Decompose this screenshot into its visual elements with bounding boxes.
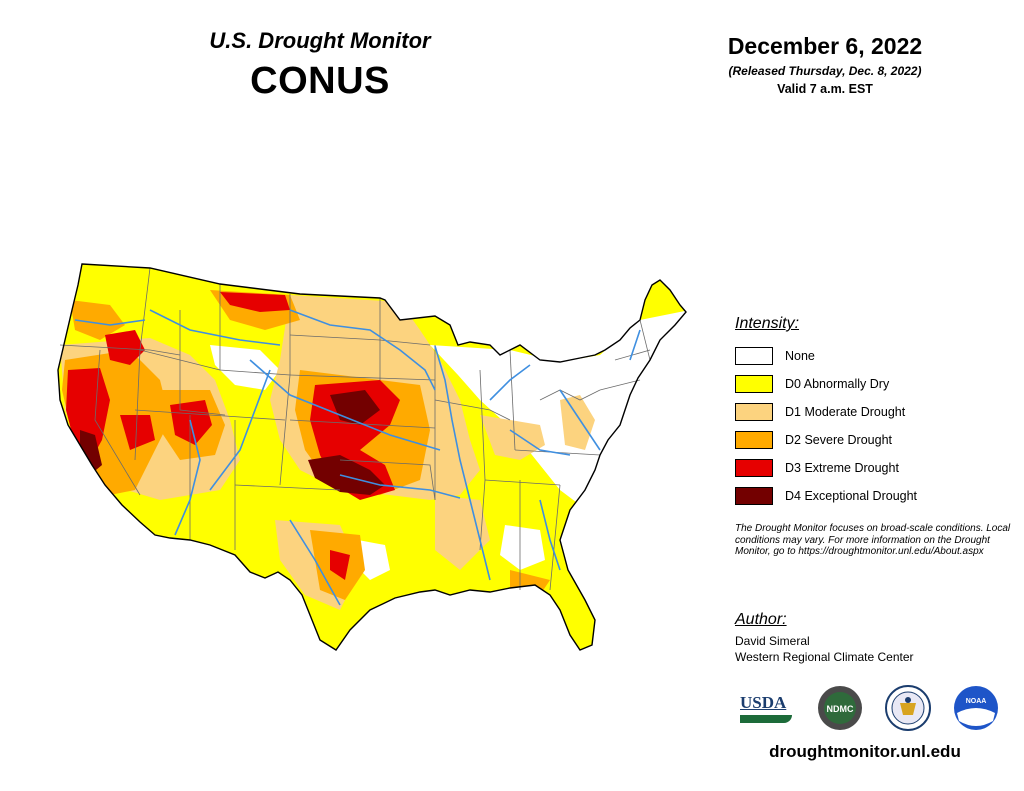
legend-label: D1 Moderate Drought	[785, 405, 906, 419]
legend-item-none: None	[735, 342, 1005, 370]
legend-label: D3 Extreme Drought	[785, 461, 899, 475]
legend-swatch	[735, 431, 773, 449]
legend-label: None	[785, 349, 815, 363]
legend-item-d1: D1 Moderate Drought	[735, 398, 1005, 426]
ndmc-logo: NDMC	[818, 686, 862, 730]
map-title: U.S. Drought Monitor	[209, 28, 431, 53]
legend-swatch	[735, 347, 773, 365]
legend: Intensity: None D0 Abnormally Dry D1 Mod…	[735, 315, 1005, 510]
noaa-logo: NOAA	[954, 686, 998, 730]
legend-label: D2 Severe Drought	[785, 433, 893, 447]
svg-text:NOAA: NOAA	[966, 698, 987, 705]
author-org: Western Regional Climate Center	[735, 650, 914, 664]
author-title: Author:	[735, 611, 787, 628]
map-region: CONUS	[250, 60, 390, 102]
legend-swatch	[735, 403, 773, 421]
logo-row: USDA NDMC NOAA	[740, 685, 1010, 735]
commerce-seal-logo	[885, 685, 931, 731]
legend-swatch	[735, 459, 773, 477]
website-url[interactable]: droughtmonitor.unl.edu	[769, 742, 961, 761]
disclaimer-note: The Drought Monitor focuses on broad-sca…	[735, 523, 1011, 557]
map-date: December 6, 2022	[727, 33, 923, 59]
rivers	[74, 309, 641, 606]
legend-item-d0: D0 Abnormally Dry	[735, 370, 1005, 398]
legend-label: D0 Abnormally Dry	[785, 377, 890, 391]
valid-time: Valid 7 a.m. EST	[777, 82, 873, 96]
author-name: David Simeral	[735, 634, 810, 648]
legend-label: D4 Exceptional Drought	[785, 489, 918, 503]
legend-title: Intensity:	[735, 315, 800, 332]
svg-text:NDMC: NDMC	[827, 704, 854, 714]
legend-item-d4: D4 Exceptional Drought	[735, 482, 1005, 510]
usda-logo: USDA	[740, 693, 792, 723]
legend-item-d3: D3 Extreme Drought	[735, 454, 1005, 482]
legend-swatch	[735, 375, 773, 393]
author-block: Author: David Simeral Western Regional C…	[735, 611, 1005, 665]
legend-item-d2: D2 Severe Drought	[735, 426, 1005, 454]
title-block: U.S. Drought Monitor CONUS	[170, 28, 470, 103]
drought-map	[57, 263, 687, 651]
legend-swatch	[735, 487, 773, 505]
date-block: December 6, 2022 (Released Thursday, Dec…	[690, 33, 960, 96]
release-date: (Released Thursday, Dec. 8, 2022)	[728, 64, 922, 78]
